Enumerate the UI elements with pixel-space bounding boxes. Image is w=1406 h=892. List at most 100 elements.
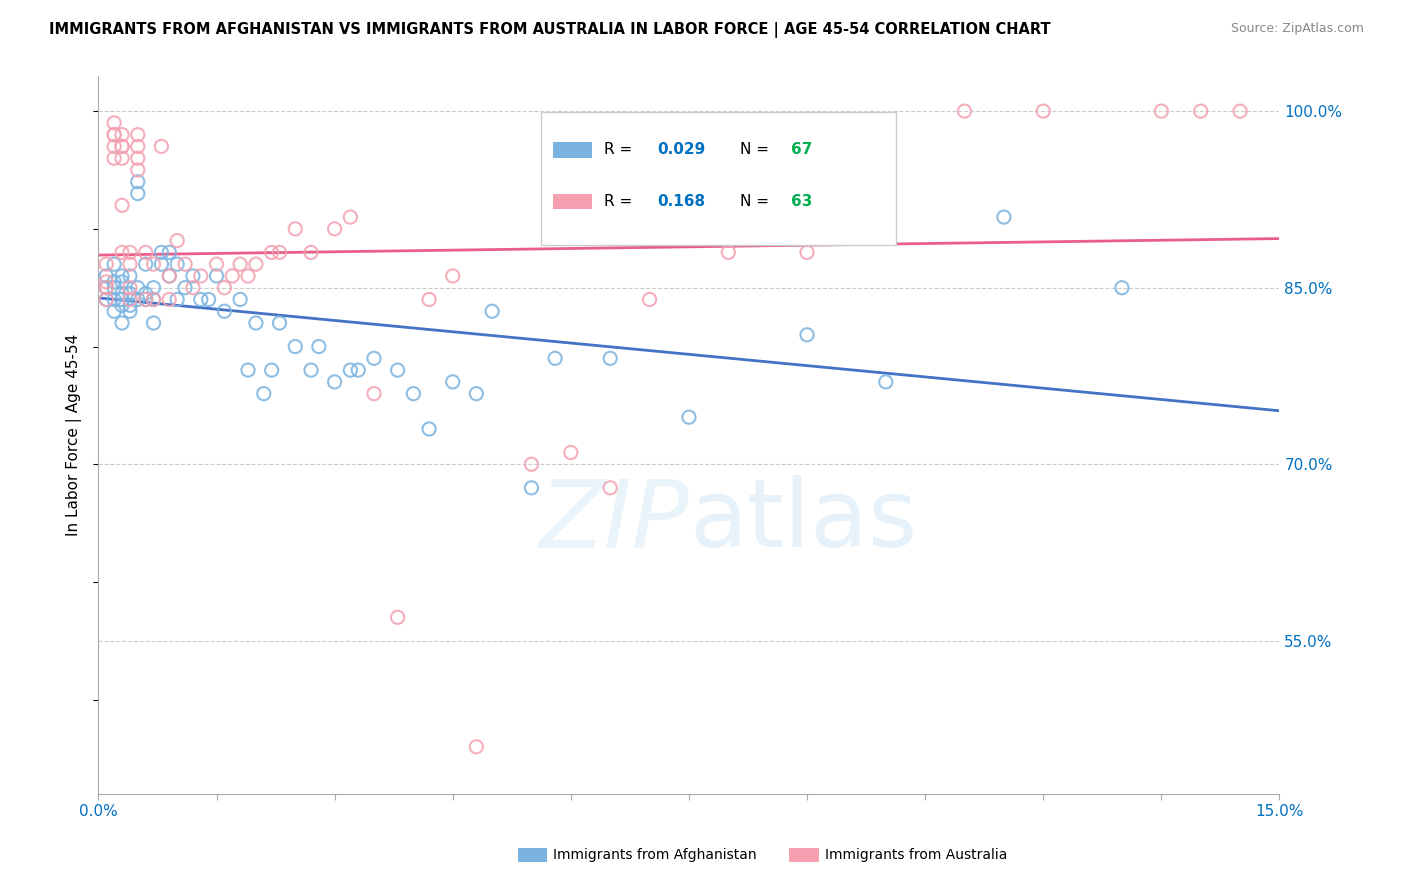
Point	[387, 610, 409, 624]
Point	[166, 293, 188, 307]
Point	[418, 422, 440, 436]
Point	[205, 268, 228, 283]
Point	[103, 128, 125, 142]
Point	[418, 293, 440, 307]
Point	[269, 316, 291, 330]
Point	[339, 363, 361, 377]
Point	[174, 281, 197, 295]
Point	[118, 268, 141, 283]
Point	[953, 104, 976, 119]
Point	[465, 739, 488, 754]
Point	[465, 386, 488, 401]
Text: 67: 67	[790, 143, 811, 157]
Point	[118, 281, 141, 295]
Point	[127, 139, 149, 153]
Point	[96, 293, 118, 307]
Point	[875, 375, 897, 389]
Point	[1229, 104, 1251, 119]
Point	[157, 268, 180, 283]
Point	[599, 351, 621, 366]
FancyBboxPatch shape	[553, 142, 592, 158]
Point	[127, 186, 149, 201]
Point	[135, 257, 157, 271]
Point	[166, 257, 188, 271]
Point	[214, 304, 236, 318]
Point	[229, 293, 252, 307]
Point	[520, 481, 543, 495]
Point	[181, 281, 204, 295]
Text: Immigrants from Australia: Immigrants from Australia	[825, 848, 1007, 862]
Point	[103, 275, 125, 289]
Point	[323, 222, 346, 236]
Point	[157, 245, 180, 260]
Point	[150, 139, 173, 153]
Point	[166, 234, 188, 248]
Point	[678, 410, 700, 425]
Point	[441, 268, 464, 283]
Point	[299, 245, 322, 260]
Point	[127, 128, 149, 142]
Point	[96, 293, 118, 307]
Point	[118, 245, 141, 260]
Point	[1032, 104, 1054, 119]
Point	[127, 163, 149, 178]
Point	[118, 304, 141, 318]
Point	[96, 281, 118, 295]
Point	[103, 304, 125, 318]
Text: IMMIGRANTS FROM AFGHANISTAN VS IMMIGRANTS FROM AUSTRALIA IN LABOR FORCE | AGE 45: IMMIGRANTS FROM AFGHANISTAN VS IMMIGRANT…	[49, 22, 1050, 38]
Point	[1111, 281, 1133, 295]
Point	[638, 293, 661, 307]
Point	[135, 293, 157, 307]
Point	[157, 268, 180, 283]
Point	[111, 293, 134, 307]
Point	[599, 481, 621, 495]
FancyBboxPatch shape	[517, 847, 547, 862]
Point	[111, 198, 134, 212]
Point	[284, 340, 307, 354]
Point	[96, 268, 118, 283]
Point	[111, 298, 134, 312]
Point	[284, 222, 307, 236]
Point	[229, 257, 252, 271]
Point	[205, 257, 228, 271]
Text: R =: R =	[605, 143, 637, 157]
Point	[127, 281, 149, 295]
Point	[221, 268, 243, 283]
Point	[560, 445, 582, 459]
Point	[181, 268, 204, 283]
Point	[1189, 104, 1212, 119]
Text: ZIP: ZIP	[540, 475, 689, 566]
Point	[111, 139, 134, 153]
Point	[363, 386, 385, 401]
Text: atlas: atlas	[689, 475, 917, 567]
Point	[111, 316, 134, 330]
Point	[135, 293, 157, 307]
Point	[103, 281, 125, 295]
Point	[103, 116, 125, 130]
Point	[103, 128, 125, 142]
Point	[150, 245, 173, 260]
Point	[236, 268, 259, 283]
Point	[339, 210, 361, 224]
Point	[111, 128, 134, 142]
Point	[269, 245, 291, 260]
Y-axis label: In Labor Force | Age 45-54: In Labor Force | Age 45-54	[66, 334, 83, 536]
Point	[118, 293, 141, 307]
FancyBboxPatch shape	[541, 112, 896, 244]
Point	[796, 327, 818, 342]
Point	[103, 293, 125, 307]
Point	[308, 340, 330, 354]
Point	[363, 351, 385, 366]
Point	[127, 293, 149, 307]
Point	[103, 257, 125, 271]
Point	[142, 293, 165, 307]
Point	[174, 257, 197, 271]
Point	[118, 257, 141, 271]
Point	[127, 151, 149, 165]
Point	[245, 257, 267, 271]
Text: Source: ZipAtlas.com: Source: ZipAtlas.com	[1230, 22, 1364, 36]
Point	[142, 281, 165, 295]
Point	[717, 245, 740, 260]
Point	[96, 257, 118, 271]
Point	[111, 286, 134, 301]
